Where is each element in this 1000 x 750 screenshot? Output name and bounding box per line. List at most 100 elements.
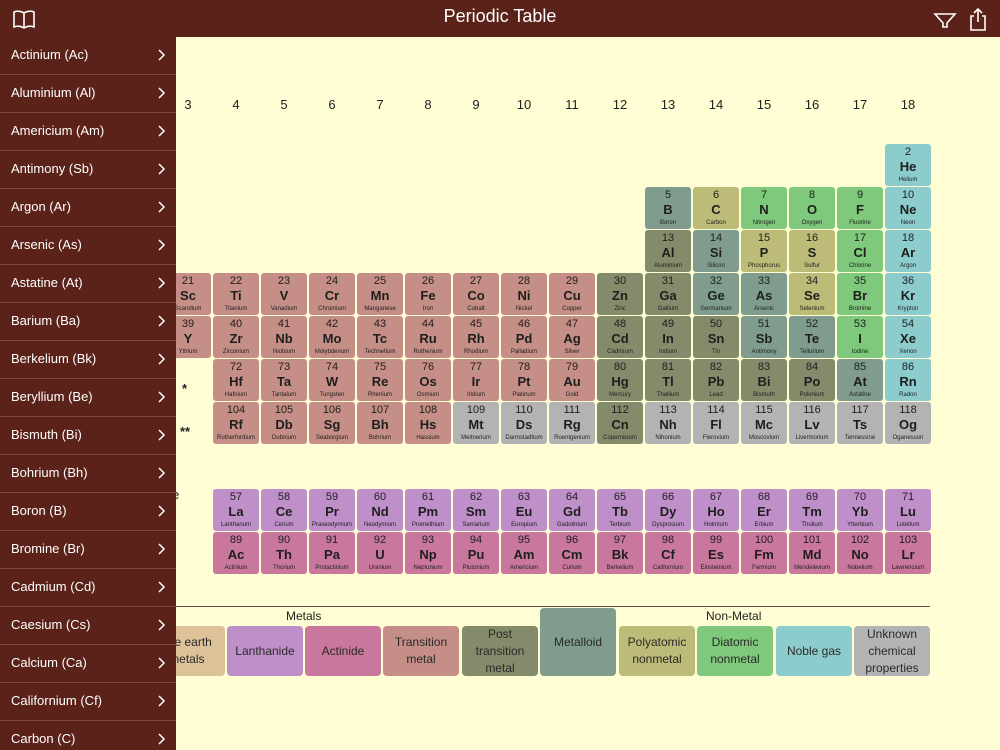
sidebar-item[interactable]: Carbon (C) [0, 721, 176, 750]
element-cell-zr[interactable]: 40 Zr Zirconium [213, 316, 259, 358]
element-cell-tl[interactable]: 81 Tl Thallium [645, 359, 691, 401]
element-cell-ni[interactable]: 28 Ni Nickel [501, 273, 547, 315]
element-cell-v[interactable]: 23 V Vanadium [261, 273, 307, 315]
sidebar-item[interactable]: Berkelium (Bk) [0, 341, 176, 379]
element-cell-he[interactable]: 2 He Helium [885, 144, 931, 186]
sidebar-item[interactable]: Arsenic (As) [0, 227, 176, 265]
sidebar-item[interactable]: Bismuth (Bi) [0, 417, 176, 455]
element-cell-cm[interactable]: 96 Cm Curium [549, 532, 595, 574]
element-cell-cu[interactable]: 29 Cu Copper [549, 273, 595, 315]
element-cell-si[interactable]: 14 Si Silicon [693, 230, 739, 272]
element-cell-pr[interactable]: 59 Pr Praseodymium [309, 489, 355, 531]
element-cell-i[interactable]: 53 I Iodine [837, 316, 883, 358]
element-cell-cr[interactable]: 24 Cr Chromium [309, 273, 355, 315]
element-cell-u[interactable]: 92 U Uranium [357, 532, 403, 574]
element-cell-ce[interactable]: 58 Ce Cerium [261, 489, 307, 531]
sidebar-item[interactable]: Californium (Cf) [0, 683, 176, 721]
element-cell-co[interactable]: 27 Co Cobalt [453, 273, 499, 315]
element-cell-rg[interactable]: 111 Rg Roentgenium [549, 402, 595, 444]
element-cell-mt[interactable]: 109 Mt Meitnerium [453, 402, 499, 444]
element-cell-pb[interactable]: 82 Pb Lead [693, 359, 739, 401]
element-cell-gd[interactable]: 64 Gd Gadolinium [549, 489, 595, 531]
sidebar-item[interactable]: Barium (Ba) [0, 303, 176, 341]
element-cell-ac[interactable]: 89 Ac Actinium [213, 532, 259, 574]
element-cell-te[interactable]: 52 Te Tellurium [789, 316, 835, 358]
element-cell-cn[interactable]: 112 Cn Copernicium [597, 402, 643, 444]
element-cell-no[interactable]: 102 No Nobelium [837, 532, 883, 574]
element-cell-o[interactable]: 8 O Oxygen [789, 187, 835, 229]
element-cell-rh[interactable]: 45 Rh Rhodium [453, 316, 499, 358]
element-cell-md[interactable]: 101 Md Mendelevium [789, 532, 835, 574]
element-cell-ir[interactable]: 77 Ir Iridium [453, 359, 499, 401]
element-cell-cl[interactable]: 17 Cl Chlorine [837, 230, 883, 272]
element-cell-sn[interactable]: 50 Sn Tin [693, 316, 739, 358]
element-cell-bk[interactable]: 97 Bk Berkelium [597, 532, 643, 574]
element-cell-p[interactable]: 15 P Phosphorus [741, 230, 787, 272]
element-cell-cd[interactable]: 48 Cd Cadmium [597, 316, 643, 358]
element-cell-tm[interactable]: 69 Tm Thulium [789, 489, 835, 531]
element-cell-bh[interactable]: 107 Bh Bohrium [357, 402, 403, 444]
element-cell-bi[interactable]: 83 Bi Bismuth [741, 359, 787, 401]
sidebar-item[interactable]: Bohrium (Bh) [0, 455, 176, 493]
element-cell-ti[interactable]: 22 Ti Titanium [213, 273, 259, 315]
element-cell-fl[interactable]: 114 Fl Flerovium [693, 402, 739, 444]
sidebar-item[interactable]: Cadmium (Cd) [0, 569, 176, 607]
element-cell-os[interactable]: 76 Os Osmium [405, 359, 451, 401]
element-cell-c[interactable]: 6 C Carbon [693, 187, 739, 229]
element-cell-au[interactable]: 79 Au Gold [549, 359, 595, 401]
element-cell-pm[interactable]: 61 Pm Promethium [405, 489, 451, 531]
element-cell-ta[interactable]: 73 Ta Tantalum [261, 359, 307, 401]
element-cell-fm[interactable]: 100 Fm Fermium [741, 532, 787, 574]
element-cell-ga[interactable]: 31 Ga Gallium [645, 273, 691, 315]
element-cell-xe[interactable]: 54 Xe Xenon [885, 316, 931, 358]
element-cell-db[interactable]: 105 Db Dubnium [261, 402, 307, 444]
element-cell-mo[interactable]: 42 Mo Molybdenum [309, 316, 355, 358]
element-cell-po[interactable]: 84 Po Polonium [789, 359, 835, 401]
sidebar-item[interactable]: Americium (Am) [0, 113, 176, 151]
sidebar-item[interactable]: Argon (Ar) [0, 189, 176, 227]
element-cell-se[interactable]: 34 Se Selenium [789, 273, 835, 315]
element-cell-eu[interactable]: 63 Eu Europium [501, 489, 547, 531]
share-icon[interactable] [965, 6, 991, 32]
element-cell-n[interactable]: 7 N Nitrogen [741, 187, 787, 229]
element-cell-b[interactable]: 5 B Boron [645, 187, 691, 229]
element-cell-np[interactable]: 93 Np Neptunium [405, 532, 451, 574]
element-cell-sg[interactable]: 106 Sg Seaborgium [309, 402, 355, 444]
sidebar-item[interactable]: Caesium (Cs) [0, 607, 176, 645]
filter-icon[interactable] [932, 6, 958, 32]
element-cell-ts[interactable]: 117 Ts Tennessine [837, 402, 883, 444]
element-cell-hs[interactable]: 108 Hs Hassium [405, 402, 451, 444]
element-cell-pu[interactable]: 94 Pu Plutonium [453, 532, 499, 574]
element-cell-yb[interactable]: 70 Yb Ytterbium [837, 489, 883, 531]
element-cell-ds[interactable]: 110 Ds Darmstadtium [501, 402, 547, 444]
element-cell-nd[interactable]: 60 Nd Neodymium [357, 489, 403, 531]
element-cell-in[interactable]: 49 In Indium [645, 316, 691, 358]
element-cell-ag[interactable]: 47 Ag Silver [549, 316, 595, 358]
element-cell-re[interactable]: 75 Re Rhenium [357, 359, 403, 401]
element-cell-es[interactable]: 99 Es Einsteinium [693, 532, 739, 574]
sidebar-item[interactable]: Beryllium (Be) [0, 379, 176, 417]
element-cell-ar[interactable]: 18 Ar Argon [885, 230, 931, 272]
element-cell-nh[interactable]: 113 Nh Nihonium [645, 402, 691, 444]
sidebar-item[interactable]: Astatine (At) [0, 265, 176, 303]
element-cell-hf[interactable]: 72 Hf Hafnium [213, 359, 259, 401]
element-cell-cf[interactable]: 98 Cf Californium [645, 532, 691, 574]
element-cell-lv[interactable]: 116 Lv Livermorium [789, 402, 835, 444]
element-cell-ne[interactable]: 10 Ne Neon [885, 187, 931, 229]
sidebar-item[interactable]: Aluminium (Al) [0, 75, 176, 113]
element-cell-ho[interactable]: 67 Ho Holmium [693, 489, 739, 531]
sidebar-item[interactable]: Boron (B) [0, 493, 176, 531]
element-cell-zn[interactable]: 30 Zn Zinc [597, 273, 643, 315]
element-cell-er[interactable]: 68 Er Erbium [741, 489, 787, 531]
element-cell-lu[interactable]: 71 Lu Lutetium [885, 489, 931, 531]
element-cell-la[interactable]: 57 La Lanthanum [213, 489, 259, 531]
element-cell-ru[interactable]: 44 Ru Ruthenium [405, 316, 451, 358]
element-cell-mc[interactable]: 115 Mc Moscovium [741, 402, 787, 444]
element-cell-w[interactable]: 74 W Tungsten [309, 359, 355, 401]
element-cell-tb[interactable]: 65 Tb Terbium [597, 489, 643, 531]
element-cell-at[interactable]: 85 At Astatine [837, 359, 883, 401]
book-icon[interactable] [11, 6, 37, 32]
element-cell-hg[interactable]: 80 Hg Mercury [597, 359, 643, 401]
element-cell-th[interactable]: 90 Th Thorium [261, 532, 307, 574]
element-cell-am[interactable]: 95 Am Americium [501, 532, 547, 574]
